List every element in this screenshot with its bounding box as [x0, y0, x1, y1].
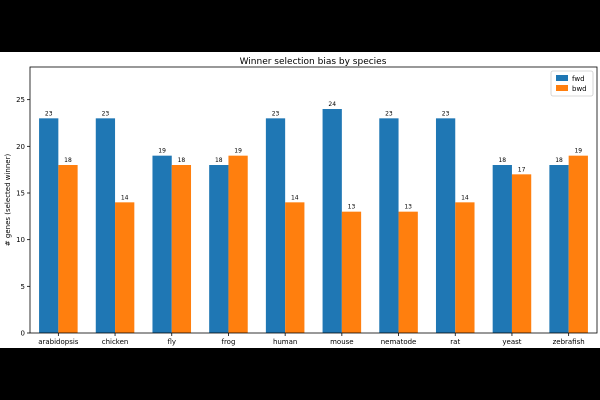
- data-label-fwd-mouse: 24: [328, 101, 336, 108]
- data-label-bwd-arabidopsis: 18: [64, 157, 72, 164]
- data-label-fwd-arabidopsis: 23: [45, 110, 53, 117]
- bar-bwd-yeast: [511, 174, 532, 333]
- y-axis-label: # genes (selected winner): [4, 154, 12, 247]
- y-tick-label-15: 15: [16, 190, 25, 198]
- data-label-fwd-fly: 19: [158, 148, 166, 155]
- data-label-fwd-chicken: 23: [102, 110, 110, 117]
- legend-swatch-bwd: [556, 85, 568, 91]
- data-label-bwd-rat: 14: [461, 194, 469, 201]
- x-tick-label-fly: fly: [167, 338, 176, 346]
- bar-bwd-rat: [455, 202, 475, 333]
- bar-fwd-human: [265, 118, 286, 333]
- x-tick-label-mouse: mouse: [330, 338, 354, 346]
- data-label-bwd-yeast: 17: [518, 166, 526, 173]
- data-label-bwd-frog: 19: [234, 148, 242, 155]
- data-label-bwd-chicken: 14: [121, 194, 129, 201]
- x-tick-label-frog: frog: [221, 338, 235, 346]
- bar-bwd-mouse: [341, 211, 362, 333]
- data-label-fwd-yeast: 18: [498, 157, 506, 164]
- legend-label-bwd: bwd: [572, 85, 587, 93]
- data-label-fwd-zebrafish: 18: [555, 157, 563, 164]
- data-label-bwd-zebrafish: 19: [574, 148, 582, 155]
- chart-title: Winner selection bias by species: [240, 57, 387, 67]
- y-tick-label-0: 0: [21, 330, 25, 338]
- x-tick-label-rat: rat: [450, 338, 460, 346]
- data-label-bwd-nematode: 13: [404, 204, 412, 211]
- y-tick-label-25: 25: [16, 96, 25, 104]
- data-label-bwd-mouse: 13: [348, 204, 356, 211]
- bar-bwd-fly: [171, 165, 192, 333]
- x-tick-label-yeast: yeast: [502, 338, 521, 346]
- x-tick-label-chicken: chicken: [102, 338, 129, 346]
- x-tick-label-human: human: [273, 338, 297, 346]
- bar-fwd-frog: [209, 165, 229, 333]
- x-tick-label-zebrafish: zebrafish: [553, 338, 585, 346]
- bar-fwd-nematode: [379, 118, 399, 333]
- axes-group: arabidopsis chicken fly frog human mouse nemat…: [16, 66, 598, 346]
- bar-fwd-mouse: [322, 109, 342, 333]
- bar-fwd-rat: [435, 118, 456, 333]
- plot-frame: [29, 66, 598, 334]
- bar-bwd-zebrafish: [568, 155, 588, 333]
- bar-chart: Winner selection bias by species # genes…: [4, 57, 598, 346]
- bar-fwd-zebrafish: [549, 165, 569, 333]
- bar-fwd-arabidopsis: [39, 118, 59, 333]
- y-tick-label-10: 10: [16, 236, 25, 244]
- legend-label-fwd: fwd: [572, 75, 585, 83]
- data-label-fwd-rat: 23: [442, 110, 450, 117]
- data-label-fwd-nematode: 23: [385, 110, 393, 117]
- x-tick-label-arabidopsis: arabidopsis: [38, 338, 79, 346]
- bar-bwd-arabidopsis: [58, 165, 78, 333]
- y-tick-label-5: 5: [21, 283, 25, 291]
- bar-bwd-chicken: [115, 202, 135, 333]
- figure: Winner selection bias by species # genes…: [0, 52, 600, 348]
- bar-bwd-human: [285, 202, 305, 333]
- y-tick-label-20: 20: [16, 143, 25, 151]
- data-label-bwd-human: 14: [291, 194, 299, 201]
- bar-fwd-chicken: [95, 118, 116, 333]
- bar-fwd-fly: [152, 155, 172, 333]
- data-label-fwd-frog: 18: [215, 157, 223, 164]
- legend-swatch-fwd: [556, 75, 568, 81]
- bar-bwd-nematode: [398, 211, 418, 333]
- bars-group: 23 18 23 14 19 18 18 19 23 14 24 13 23 13 23 14 18 17 18 19: [39, 101, 588, 333]
- bar-bwd-frog: [228, 155, 248, 333]
- data-label-fwd-human: 23: [272, 110, 280, 117]
- bar-fwd-yeast: [492, 165, 512, 333]
- x-tick-label-nematode: nematode: [381, 338, 417, 346]
- data-label-bwd-fly: 18: [178, 157, 186, 164]
- legend: fwd bwd: [550, 70, 594, 97]
